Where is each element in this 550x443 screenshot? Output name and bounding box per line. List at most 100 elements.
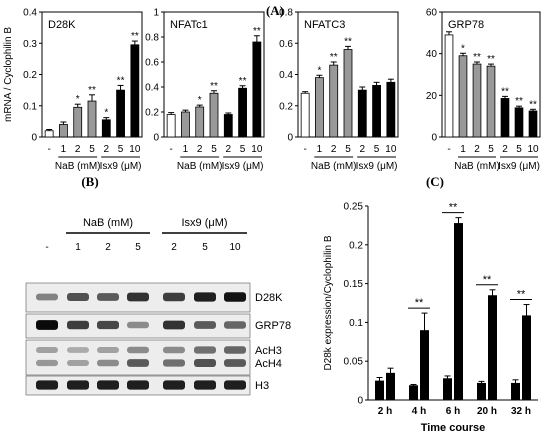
y-tick-label: 0.4: [23, 8, 37, 19]
x-tick-label: 2: [360, 144, 366, 155]
bar: [444, 34, 454, 138]
significance-marker: *: [198, 95, 202, 106]
y-tick-label: 0: [287, 133, 293, 144]
bar: [101, 119, 111, 138]
lane-label: 2: [171, 242, 177, 253]
chart-d28k: 0 0.1 0.2 0.3 0.4 D28K mRNA / Cyclophilin B - 1 *…: [3, 8, 143, 172]
band-label: GRP78: [255, 320, 291, 332]
lane-label: -: [45, 242, 48, 253]
panel-label-c: (C): [426, 174, 444, 189]
group-label: Isx9 (μM): [356, 161, 398, 172]
bar: [181, 111, 190, 138]
chart-title: GRP78: [448, 19, 484, 31]
significance-marker: *: [104, 108, 108, 119]
significance-marker: **: [239, 76, 247, 87]
bar: [195, 106, 205, 138]
bar: [375, 380, 384, 400]
bar: [252, 41, 262, 138]
y-tick-label: 60: [426, 8, 438, 19]
bar: [223, 114, 233, 138]
bar: [73, 106, 83, 138]
x-tick-label: 2: [331, 144, 337, 155]
bar: [238, 87, 247, 138]
x-tick-label: 5: [89, 144, 95, 155]
blot-band: [97, 380, 119, 390]
y-tick-label: 0.2: [279, 101, 293, 112]
x-tick-label: 2: [474, 144, 480, 155]
blot-band: [67, 293, 89, 301]
significance-marker: **: [88, 85, 96, 96]
bar: [528, 110, 538, 138]
blot-band: [36, 320, 58, 330]
y-axis-label: D28k expression/Cyclophilin B: [323, 235, 334, 370]
blot-band: [127, 292, 149, 302]
y-tick-label: 0.1: [23, 101, 37, 112]
x-tick-label: 2 h: [378, 406, 392, 417]
y-tick-label: 0: [357, 396, 363, 407]
group-label: Isx9 (μM): [100, 161, 142, 172]
lane-label: 1: [75, 242, 81, 253]
x-tick-label: -: [47, 144, 50, 155]
y-tick-label: 1: [153, 8, 159, 19]
significance-marker: **: [487, 54, 495, 65]
blot-band: [224, 292, 246, 302]
bar: [130, 44, 140, 138]
chart-title: NFATC3: [304, 19, 345, 31]
bar: [343, 49, 353, 138]
bar: [472, 63, 482, 138]
blot-band: [67, 320, 89, 330]
lane-label: 2: [105, 242, 111, 253]
bar: [209, 92, 219, 138]
group-label: Isx9 (μM): [222, 161, 264, 172]
significance-marker: *: [317, 65, 321, 76]
bar: [486, 65, 496, 138]
bar: [420, 330, 429, 400]
x-tick-label: 1: [61, 144, 67, 155]
bar: [458, 55, 468, 138]
blot-band: [224, 321, 246, 329]
band-label: D28K: [255, 292, 283, 304]
bar: [409, 385, 418, 400]
x-axis-label: Time course: [421, 422, 486, 434]
blot-band: [36, 347, 58, 353]
band-label: AcH3: [255, 345, 282, 357]
significance-marker: **: [473, 52, 481, 63]
blot-band: [36, 380, 58, 390]
blot-band: [36, 359, 58, 367]
y-tick-label: 0.4: [279, 70, 293, 81]
y-tick-label: 0.1: [349, 318, 363, 329]
bar: [511, 382, 520, 400]
blot-band: [194, 380, 216, 390]
x-tick-label: 2: [104, 144, 110, 155]
x-tick-label: 32 h: [511, 406, 531, 417]
significance-marker: **: [517, 289, 526, 301]
bar: [300, 92, 310, 138]
blot-band: [194, 292, 216, 302]
y-tick-label: 0.4: [145, 83, 159, 94]
y-tick-label: 0.2: [145, 108, 159, 119]
group-label: Isx9 (μM): [498, 161, 540, 172]
x-tick-label: 5: [240, 144, 246, 155]
y-tick-label: 20: [426, 91, 438, 102]
blot-band: [127, 346, 149, 354]
chart-title: D28K: [48, 19, 76, 31]
group-label: NaB (mM): [311, 161, 357, 172]
western-blot: - 1 2 5 2 5 10 NaB (mM) Isx9 (μM) D28K GRP78 AcH3Ac…: [25, 217, 291, 396]
y-axis-label: mRNA / Cyclophilin B: [3, 27, 14, 122]
bar: [454, 223, 463, 400]
bar: [386, 81, 396, 138]
x-tick-label: 2: [197, 144, 203, 155]
significance-marker: **: [210, 81, 218, 92]
bar: [443, 378, 452, 400]
bar: [44, 130, 54, 138]
x-tick-label: 1: [460, 144, 466, 155]
chart-title: NFATc1: [170, 19, 208, 31]
significance-marker: *: [76, 94, 80, 105]
bar: [500, 98, 510, 138]
blot-band: [163, 359, 185, 367]
x-tick-label: -: [447, 144, 450, 155]
x-tick-label: 5: [516, 144, 522, 155]
y-tick-label: 0: [31, 133, 37, 144]
